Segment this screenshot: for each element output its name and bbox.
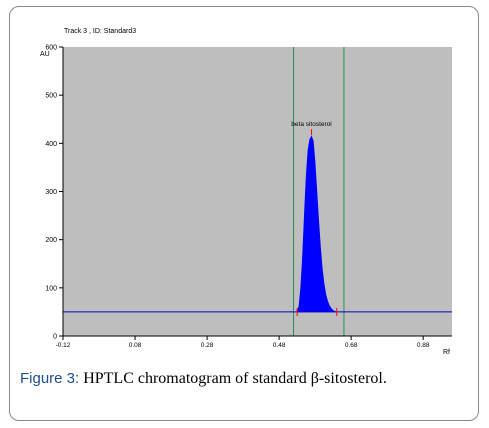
y-tick-label-200: 200 [45, 237, 57, 244]
y-tick-label-600: 600 [45, 45, 57, 52]
x-tick-label-0: -0.12 [56, 342, 71, 349]
figure-caption: Figure 3: HPTLC chromatogram of standard… [20, 370, 475, 388]
y-tick-label-300: 300 [45, 189, 57, 196]
peak-label: beta sitosterol [291, 121, 332, 128]
x-tick-label-5: 0.88 [417, 342, 430, 349]
peak-area [296, 135, 337, 313]
caption-label: Figure 3: [20, 370, 80, 387]
x-axis-label: Rf [443, 349, 450, 356]
x-tick-label-1: 0.08 [129, 342, 142, 349]
y-tick-label-400: 400 [45, 141, 57, 148]
x-tick-label-3: 0.48 [273, 342, 286, 349]
x-tick-label-4: 0.68 [345, 342, 358, 349]
plot-area [63, 47, 452, 336]
caption-text: HPTLC chromatogram of standard β-sitoste… [79, 370, 387, 387]
x-tick-label-2: 0.28 [201, 342, 214, 349]
y-tick-label-0: 0 [53, 334, 57, 341]
hptlc-chromatogram: Track 3 , ID: Standard3 AU Rf beta sitos… [40, 28, 452, 356]
track-title: Track 3 , ID: Standard3 [64, 28, 136, 35]
y-tick-label-500: 500 [45, 93, 57, 100]
y-axis-label: AU [40, 51, 50, 58]
y-tick-label-100: 100 [45, 285, 57, 292]
